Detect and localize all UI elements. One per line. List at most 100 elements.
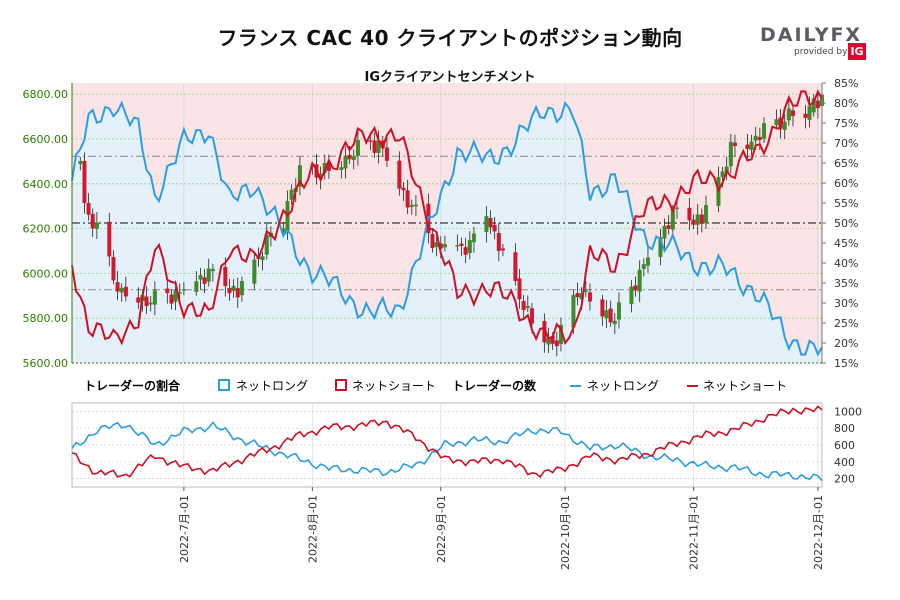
x-tick-label: 2022-10月-01 xyxy=(559,495,572,570)
candle-body xyxy=(430,233,435,249)
candle-body xyxy=(695,214,700,225)
x-tick-label: 2022-9月-01 xyxy=(435,495,448,563)
net-long-count-line xyxy=(71,421,823,482)
candle-body xyxy=(355,140,360,156)
candle-body xyxy=(397,160,402,189)
candle-body xyxy=(239,281,244,296)
candle-body xyxy=(803,113,808,118)
legend-count-long-label: ネットロング xyxy=(587,379,659,393)
candle-body xyxy=(513,252,518,281)
candle-body xyxy=(492,224,497,232)
chart-legend: トレーダーの割合 ネットロング ネットショート トレーダーの数 ネットロング ネ… xyxy=(84,378,787,393)
candle-body xyxy=(699,214,704,224)
candle-body xyxy=(691,219,696,225)
candle-body xyxy=(223,266,228,287)
candle-body xyxy=(732,142,737,147)
count-tick-label: 400 xyxy=(834,456,855,469)
candle-body xyxy=(815,100,820,109)
candle-body xyxy=(761,123,766,139)
candle-body xyxy=(94,222,99,229)
candle-body xyxy=(517,278,522,300)
candle-body xyxy=(210,269,215,272)
candle-body xyxy=(181,289,186,291)
candle-body xyxy=(119,287,124,293)
legend-ratio-title: トレーダーの割合 xyxy=(84,378,181,393)
pct-tick-label: 35% xyxy=(834,277,858,290)
candle-body xyxy=(774,119,779,126)
x-tick-label: 2022-7月-01 xyxy=(178,495,191,563)
candle-body xyxy=(728,141,733,167)
candle-body xyxy=(194,281,199,292)
candle-body xyxy=(165,288,170,294)
price-tick-label: 6800.00 xyxy=(23,88,69,101)
candle-body xyxy=(674,207,679,210)
pct-tick-label: 60% xyxy=(834,177,858,190)
candle-body xyxy=(554,340,559,347)
legend-count-title: トレーダーの数 xyxy=(452,378,537,393)
pct-tick-label: 55% xyxy=(834,197,858,210)
legend-count-short-label: ネットショート xyxy=(703,379,787,393)
candle-body xyxy=(368,140,373,142)
trader-count-panel: 200 400 600 800 1000 xyxy=(71,402,862,488)
candle-body xyxy=(78,161,83,164)
candle-body xyxy=(384,147,389,161)
price-tick-label: 5800.00 xyxy=(23,312,69,325)
chart-subtitle: IGクライアントセンチメント xyxy=(364,70,536,85)
candle-body xyxy=(202,277,207,284)
pct-tick-label: 85% xyxy=(834,77,858,90)
candle-body xyxy=(488,218,493,228)
candle-body xyxy=(227,287,232,294)
logo-word: DAILYFX xyxy=(760,24,863,46)
candle-body xyxy=(525,305,530,308)
price-tick-label: 5600.00 xyxy=(23,357,69,370)
candle-body xyxy=(782,121,787,131)
pct-tick-label: 20% xyxy=(834,337,858,350)
net-short-area xyxy=(72,83,822,355)
price-tick-label: 6400.00 xyxy=(23,178,69,191)
pct-tick-label: 75% xyxy=(834,117,858,130)
candle-body xyxy=(666,225,671,229)
candle-body xyxy=(115,282,120,292)
candle-body xyxy=(152,290,157,305)
pct-tick-label: 40% xyxy=(834,257,858,270)
candle-body xyxy=(107,221,112,257)
candle-body xyxy=(343,155,348,169)
candle-body xyxy=(463,247,468,255)
count-tick-label: 200 xyxy=(834,473,855,486)
candle-body xyxy=(455,245,460,247)
candle-body xyxy=(811,98,816,113)
candle-body xyxy=(260,256,265,261)
candle-body xyxy=(645,257,650,266)
candle-body xyxy=(169,294,174,304)
pct-tick-label: 70% xyxy=(834,137,858,150)
candle-body xyxy=(790,110,795,117)
candle-body xyxy=(252,259,257,284)
x-tick-label: 2022-11月-01 xyxy=(688,495,701,570)
candle-body xyxy=(82,160,87,203)
pct-tick-label: 65% xyxy=(834,157,858,170)
candle-body xyxy=(405,190,410,208)
candle-body xyxy=(136,297,141,303)
candle-body xyxy=(703,204,708,224)
price-tick-label: 6000.00 xyxy=(23,267,69,280)
pct-tick-label: 25% xyxy=(834,317,858,330)
candle-body xyxy=(608,308,613,323)
chart-title: フランス CAC 40 クライアントのポジション動向 xyxy=(217,26,683,50)
logo-ig: IG xyxy=(848,43,866,60)
dailyfx-logo: DAILYFX provided by IG xyxy=(760,24,870,64)
candle-body xyxy=(629,286,634,305)
candle-body xyxy=(467,240,472,254)
candle-body xyxy=(123,286,128,297)
candle-body xyxy=(231,285,236,291)
pct-tick-label: 15% xyxy=(834,357,858,370)
x-tick-label: 2022-12月-01 xyxy=(812,495,825,570)
candle-body xyxy=(351,156,356,160)
candle-body xyxy=(442,244,447,248)
candle-body xyxy=(347,154,352,160)
candle-body xyxy=(720,171,725,177)
candle-body xyxy=(401,187,406,191)
pct-tick-label: 50% xyxy=(834,217,858,230)
candle-body xyxy=(198,275,203,280)
candle-body xyxy=(807,106,812,120)
candle-body xyxy=(757,137,762,140)
